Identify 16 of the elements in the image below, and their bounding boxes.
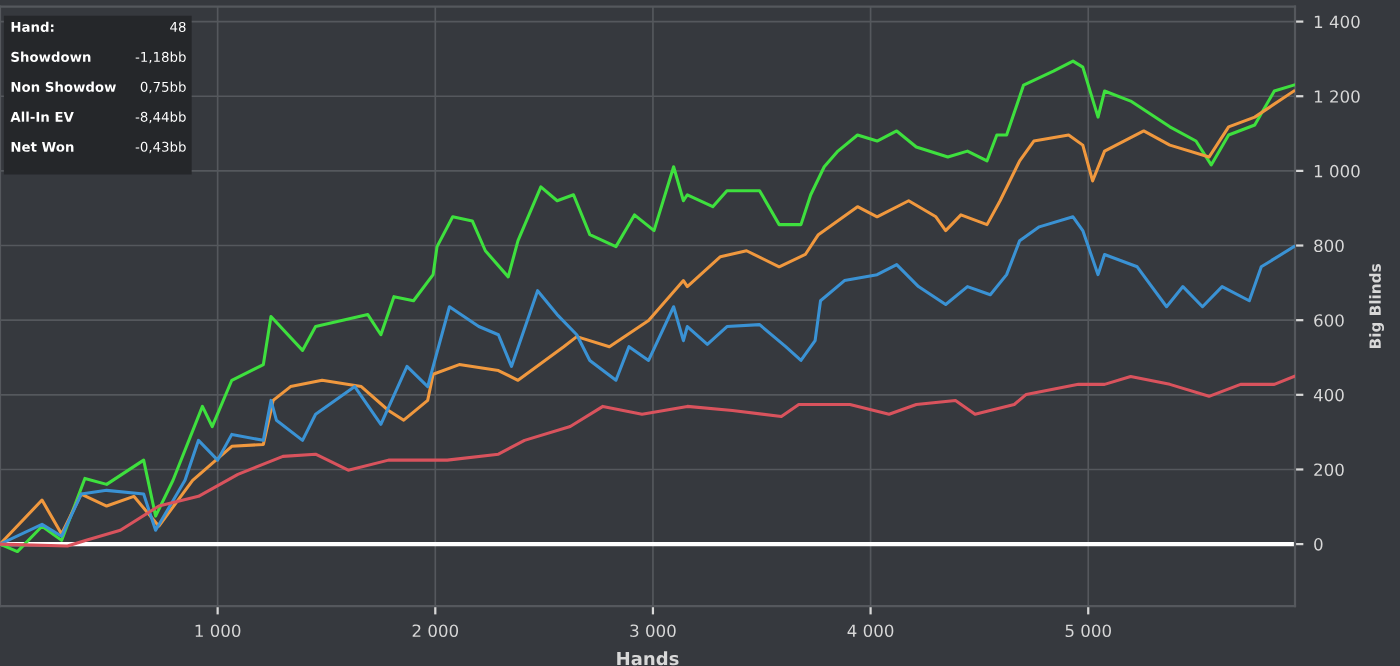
y-tick-label: 1 000 [1314,164,1360,178]
y-tick-label: 400 [1313,388,1344,402]
x-axis-title: Hands [617,651,679,666]
y-tick-label: 1 200 [1314,90,1360,103]
y-tick-label: 600 [1314,314,1344,327]
x-tick-label: 2 000 [412,624,459,638]
x-tick-label: 5 000 [1065,624,1111,638]
x-tick-label: 4 000 [847,624,894,638]
line-series [0,375,1295,548]
y-tick-label: 1 400 [1314,15,1360,29]
y-tick-label: 800 [1314,239,1344,253]
x-tick-label: 1 000 [195,624,241,638]
x-tick-label: 3 000 [630,624,676,638]
line-series [0,215,1295,546]
y-tick-label: 0 [1314,538,1323,551]
y-tick-label: 200 [1314,463,1344,477]
